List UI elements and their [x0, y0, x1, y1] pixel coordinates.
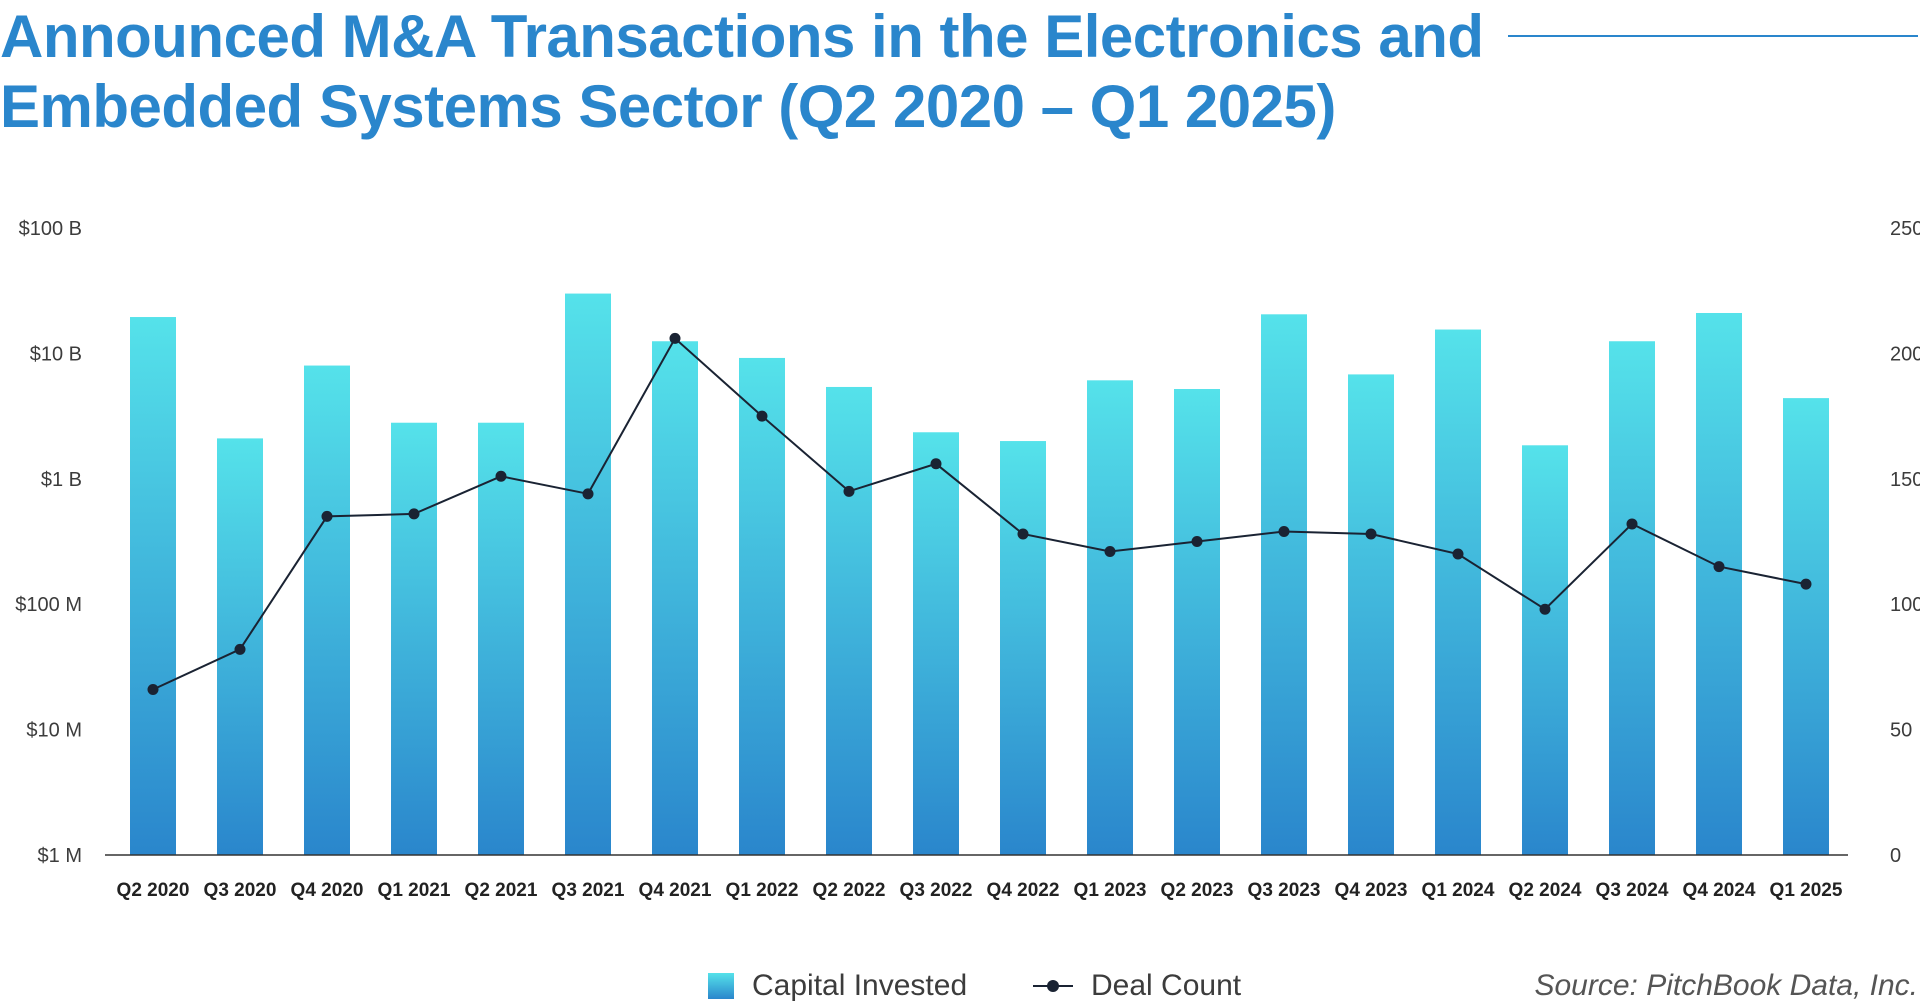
bar-q2-2021: [478, 422, 524, 855]
point-q3-2023: [1278, 525, 1290, 537]
point-q4-2024: [1713, 561, 1725, 573]
point-q3-2022: [930, 458, 942, 470]
point-q3-2021: [582, 488, 594, 500]
x-tick-label: Q1 2022: [726, 880, 799, 901]
bar-q2-2020: [130, 317, 176, 855]
point-q1-2025: [1800, 578, 1812, 590]
bar-q3-2024: [1609, 341, 1655, 855]
bar-q4-2024: [1696, 312, 1742, 855]
legend-swatch-line: [1033, 980, 1073, 992]
line-series-deal-count: [147, 332, 1812, 695]
point-q3-2020: [234, 643, 246, 655]
bar-q1-2022: [739, 357, 785, 855]
legend-item-deal-count: Deal Count: [1033, 968, 1241, 1004]
y-left-tick-label: $1 B: [41, 469, 82, 491]
legend-label-capital-invested: Capital Invested: [752, 969, 968, 1002]
y-right-tick-label: 200: [1890, 343, 1920, 365]
bar-q4-2020: [304, 365, 350, 855]
y-axis-right-ticks: 0 50 100 150 200 250: [1890, 218, 1920, 867]
y-left-tick-label: $10 M: [26, 720, 82, 742]
legend-swatch-bar: [708, 973, 734, 999]
y-right-tick-label: 0: [1890, 845, 1901, 867]
x-tick-label: Q4 2024: [1683, 880, 1756, 901]
point-q3-2024: [1626, 518, 1638, 530]
bar-q1-2021: [391, 422, 437, 855]
y-left-tick-label: $100 B: [19, 218, 82, 240]
y-right-tick-label: 250: [1890, 218, 1920, 240]
x-tick-label: Q3 2022: [900, 880, 973, 901]
x-tick-label: Q3 2021: [552, 880, 625, 901]
x-axis-ticks: Q2 2020 Q3 2020 Q4 2020 Q1 2021 Q2 2021 Q3 20…: [117, 880, 1843, 901]
chart: $1 M $10 M $100 M $1 B $10 B $100 B 0 50 100 150…: [15, 218, 1920, 901]
bars-series-capital-invested: [130, 293, 1829, 856]
bar-q4-2022: [1000, 441, 1046, 855]
point-q2-2020: [147, 683, 159, 695]
y-axis-left-ticks: $1 M $10 M $100 M $1 B $10 B $100 B: [15, 218, 82, 867]
bar-q3-2021: [565, 293, 611, 856]
legend-item-capital-invested: Capital Invested: [708, 968, 967, 1004]
x-tick-label: Q4 2023: [1335, 880, 1408, 901]
point-q4-2020: [321, 510, 333, 522]
point-q4-2021: [669, 332, 681, 344]
x-tick-label: Q2 2020: [117, 880, 190, 901]
x-tick-label: Q1 2021: [378, 880, 451, 901]
bar-q1-2024: [1435, 329, 1481, 855]
point-q2-2024: [1539, 603, 1551, 615]
y-right-tick-label: 50: [1890, 720, 1912, 742]
y-right-tick-label: 100: [1890, 594, 1920, 616]
x-tick-label: Q1 2023: [1074, 880, 1147, 901]
y-left-tick-label: $10 B: [30, 343, 82, 365]
source-note: Source: PitchBook Data, Inc.: [1534, 969, 1918, 1002]
legend-label-deal-count: Deal Count: [1091, 969, 1242, 1002]
x-tick-label: Q2 2024: [1509, 880, 1582, 901]
bar-q1-2023: [1087, 380, 1133, 855]
bar-q1-2025: [1783, 398, 1829, 855]
point-q2-2021: [495, 470, 507, 482]
title-rule: [1508, 35, 1918, 37]
x-tick-label: Q1 2025: [1770, 880, 1843, 901]
y-left-tick-label: $1 M: [38, 845, 82, 867]
x-tick-label: Q1 2024: [1422, 880, 1495, 901]
x-tick-label: Q2 2023: [1161, 880, 1234, 901]
x-tick-label: Q2 2022: [813, 880, 886, 901]
x-tick-label: Q3 2024: [1596, 880, 1669, 901]
point-q1-2022: [756, 410, 768, 422]
bar-q2-2023: [1174, 389, 1220, 855]
y-right-tick-label: 150: [1890, 469, 1920, 491]
bar-q4-2023: [1348, 374, 1394, 855]
x-tick-label: Q3 2023: [1248, 880, 1321, 901]
x-tick-label: Q4 2022: [987, 880, 1060, 901]
point-q1-2021: [408, 508, 420, 520]
bar-q4-2021: [652, 341, 698, 855]
point-q1-2024: [1452, 548, 1464, 560]
bar-q2-2024: [1522, 445, 1568, 855]
x-tick-label: Q3 2020: [204, 880, 277, 901]
x-tick-label: Q4 2020: [291, 880, 364, 901]
bar-q3-2023: [1261, 314, 1307, 856]
point-q1-2023: [1104, 546, 1116, 558]
x-tick-label: Q2 2021: [465, 880, 538, 901]
bar-q2-2022: [826, 386, 872, 855]
point-q4-2022: [1017, 528, 1029, 540]
point-q2-2023: [1191, 536, 1203, 547]
point-q2-2022: [843, 485, 855, 497]
chart-title: Announced M&A Transactions in the Electr…: [0, 3, 1484, 140]
x-tick-label: Q4 2021: [639, 880, 712, 901]
y-left-tick-label: $100 M: [15, 594, 82, 616]
deal-count-line: [152, 336, 1807, 691]
point-q4-2023: [1365, 528, 1377, 540]
bar-q3-2022: [913, 432, 959, 855]
